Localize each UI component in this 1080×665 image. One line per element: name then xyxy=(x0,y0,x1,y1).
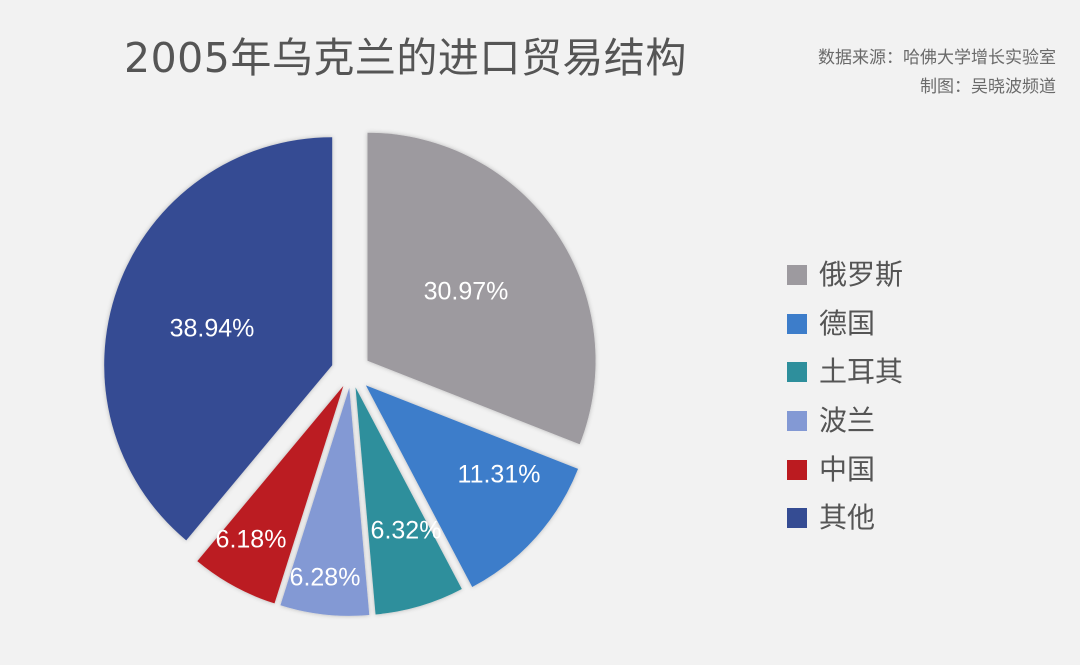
legend-item-russia: 俄罗斯 xyxy=(787,251,903,300)
legend-swatch xyxy=(787,362,807,383)
legend-item-other: 其他 xyxy=(787,494,903,543)
pie-slice xyxy=(355,387,462,615)
chart-title: 2005年乌克兰的进口贸易结构 xyxy=(124,34,687,82)
pie-slice xyxy=(367,132,596,445)
slice-value-label: 30.97% xyxy=(424,278,509,306)
legend-label: 德国 xyxy=(819,306,876,340)
pie-slice xyxy=(104,137,333,541)
source-block: 数据来源：哈佛大学增长实验室 制图：吴晓波频道 xyxy=(818,44,1056,102)
legend-item-germany: 德国 xyxy=(787,300,903,349)
legend-swatch xyxy=(787,411,807,432)
legend-label: 俄罗斯 xyxy=(819,258,904,292)
slice-value-label: 11.31% xyxy=(458,461,541,489)
legend-label: 土耳其 xyxy=(819,355,904,389)
credit-text: 制图：吴晓波频道 xyxy=(920,77,1056,97)
legend-item-turkey: 土耳其 xyxy=(787,348,903,397)
legend-label: 波兰 xyxy=(819,404,876,438)
legend-label: 中国 xyxy=(819,452,876,486)
pie-slice xyxy=(280,387,370,616)
legend-swatch xyxy=(787,265,807,286)
slice-value-label: 6.32% xyxy=(371,517,442,545)
data-source-text: 数据来源：哈佛大学增长实验室 xyxy=(818,48,1056,68)
pie-slice xyxy=(197,386,344,604)
slice-value-label: 6.28% xyxy=(290,564,361,592)
legend-swatch xyxy=(787,508,807,529)
legend-item-china: 中国 xyxy=(787,445,903,494)
slice-value-label: 6.18% xyxy=(216,526,287,554)
legend-item-poland: 波兰 xyxy=(787,397,903,446)
slice-value-label: 38.94% xyxy=(170,315,255,343)
pie-slice xyxy=(365,385,579,588)
legend-swatch xyxy=(787,313,807,334)
legend: 俄罗斯 德国 土耳其 波兰 中国 其他 xyxy=(787,251,903,543)
legend-swatch xyxy=(787,459,807,480)
legend-label: 其他 xyxy=(819,501,876,535)
